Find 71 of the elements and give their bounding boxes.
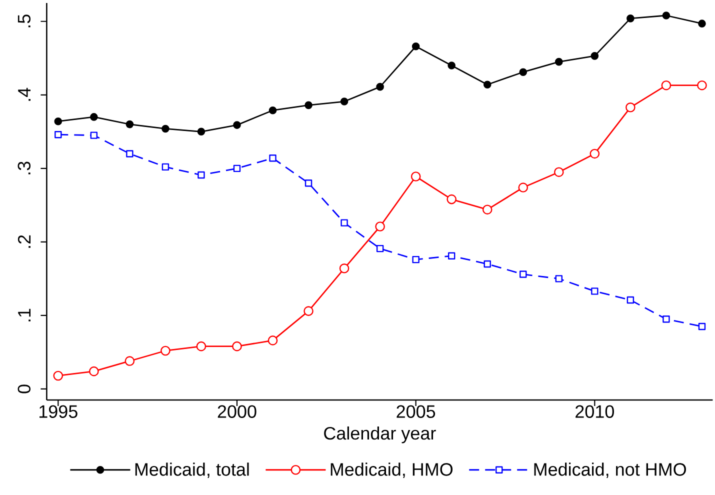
point — [268, 336, 278, 346]
point — [54, 117, 62, 126]
point — [90, 132, 98, 139]
point — [483, 80, 492, 89]
y-tick-label: .3 — [18, 162, 31, 174]
y-tick-label: .4 — [18, 88, 31, 101]
point — [555, 58, 563, 66]
point — [304, 101, 312, 110]
point — [376, 244, 384, 252]
point — [661, 80, 672, 90]
point — [484, 260, 491, 268]
point — [626, 296, 634, 304]
point — [124, 356, 135, 366]
point — [554, 167, 564, 177]
point — [626, 102, 636, 112]
point — [126, 120, 134, 128]
point — [697, 80, 707, 90]
point — [304, 180, 312, 187]
point — [339, 264, 350, 274]
point — [53, 370, 64, 381]
y-tick-label: 0 — [18, 384, 31, 394]
x-tick-label: 2010 — [576, 405, 614, 418]
point — [482, 204, 492, 214]
point — [626, 14, 634, 22]
point — [412, 256, 420, 264]
point — [268, 106, 277, 114]
y-tick-label: .2 — [18, 235, 31, 248]
point — [448, 62, 456, 70]
legend-label: Medicaid, HMO — [330, 462, 453, 478]
point — [518, 182, 528, 192]
legend-label: Medicaid, not HMO — [534, 462, 686, 478]
point — [412, 42, 420, 50]
point — [448, 252, 456, 260]
point — [196, 341, 206, 352]
x-tick-label: 2005 — [396, 405, 436, 418]
point — [54, 131, 62, 138]
point — [591, 288, 598, 295]
point — [519, 68, 528, 76]
point — [520, 270, 527, 278]
point — [269, 154, 276, 162]
x-axis-title: Calendar year — [324, 426, 436, 444]
point — [304, 306, 314, 316]
point — [340, 98, 348, 106]
point — [555, 275, 562, 282]
point — [232, 341, 242, 352]
x-tick-label: 2000 — [218, 405, 256, 418]
point — [698, 322, 706, 330]
point — [698, 20, 706, 28]
point — [162, 163, 170, 171]
point — [410, 172, 421, 182]
y-tick-label: .5 — [18, 14, 31, 28]
y-tick-label: .1 — [18, 308, 31, 322]
point — [233, 164, 241, 172]
point — [590, 148, 600, 159]
point — [375, 222, 385, 232]
point — [90, 113, 98, 121]
legend-label: Medicaid, total — [135, 462, 249, 478]
point — [662, 316, 670, 323]
point — [160, 346, 170, 356]
x-tick-label: 1995 — [40, 405, 78, 418]
point — [162, 124, 170, 133]
point — [340, 219, 348, 226]
point — [198, 171, 205, 179]
point — [662, 12, 670, 20]
point — [233, 121, 241, 129]
point — [197, 128, 206, 136]
point — [446, 194, 456, 204]
point — [89, 366, 99, 376]
point — [590, 52, 599, 60]
point — [376, 82, 384, 91]
point — [126, 150, 134, 158]
